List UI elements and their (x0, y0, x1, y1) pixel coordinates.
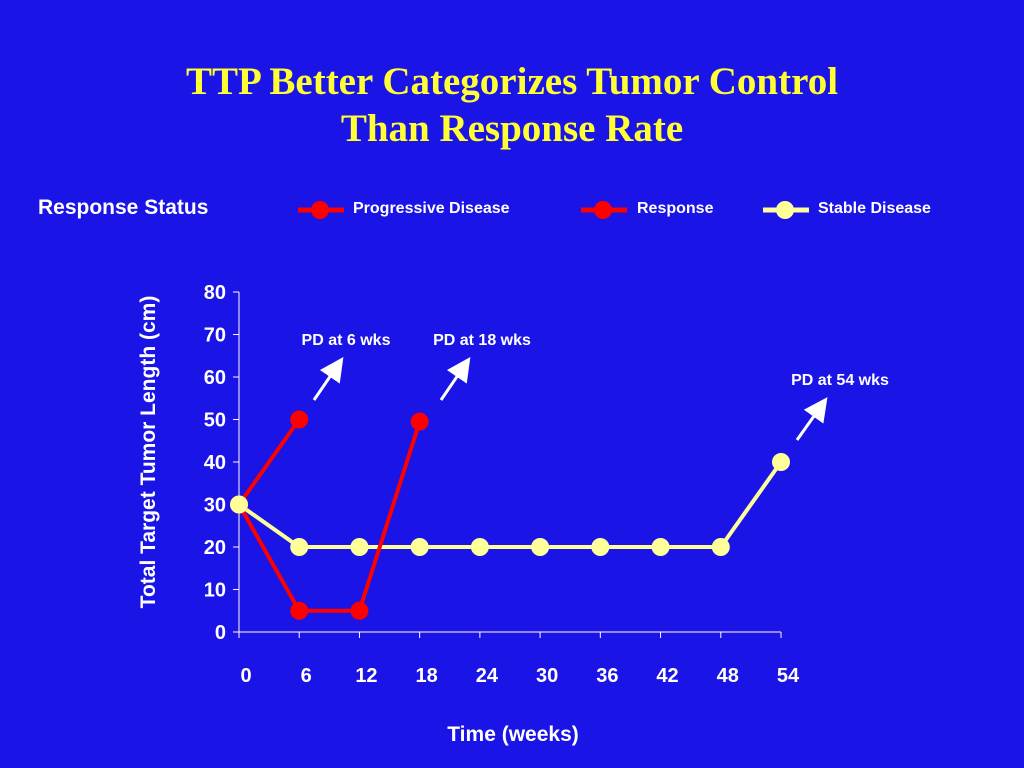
legend-label-progressive-disease: Progressive Disease (353, 200, 510, 217)
legend-swatch-stable-disease (763, 201, 809, 219)
data-point (410, 412, 429, 431)
annotation-label: PD at 6 wks (302, 332, 391, 349)
y-tick-label: 0 (215, 622, 226, 644)
x-tick-label: 24 (476, 665, 499, 687)
y-tick-label: 40 (204, 452, 226, 474)
y-axis-label: Total Target Tumor Length (cm) (137, 296, 160, 609)
data-point (711, 538, 730, 556)
legend-swatch-progressive-disease (298, 201, 344, 219)
y-tick-label: 70 (204, 325, 226, 347)
legend-swatch-response (581, 201, 627, 219)
data-point (290, 601, 309, 620)
x-tick-label: 36 (596, 665, 618, 687)
annotation-arrow (439, 357, 471, 401)
series-line (237, 460, 783, 549)
series-line (237, 418, 301, 506)
y-tick-label: 80 (204, 282, 226, 304)
data-point (651, 538, 670, 556)
slide-title: TTP Better Categorizes Tumor Control Tha… (0, 58, 1024, 152)
x-tick-label: 54 (777, 665, 800, 687)
x-tick-label: 18 (416, 665, 438, 687)
annotation-label: PD at 54 wks (791, 372, 889, 389)
data-point (410, 538, 429, 556)
x-axis-label: Time (weeks) (447, 723, 579, 746)
data-point (230, 495, 248, 514)
data-point (591, 538, 610, 556)
y-tick-label: 50 (204, 410, 226, 432)
x-tick-label: 0 (240, 665, 251, 687)
y-tick-label: 20 (204, 537, 226, 559)
data-point (531, 538, 550, 556)
annotation-arrow (795, 397, 828, 441)
legend-heading: Response Status (38, 196, 209, 219)
data-point (290, 538, 309, 556)
y-tick-label: 60 (204, 367, 226, 389)
data-point (350, 538, 369, 556)
y-tick-label: 30 (204, 495, 226, 517)
series-line (237, 421, 422, 613)
y-tick-label: 10 (204, 580, 226, 602)
x-tick-label: 6 (301, 665, 312, 687)
data-point (350, 601, 369, 620)
annotation-label: PD at 18 wks (433, 332, 531, 349)
annotation-arrow (312, 357, 344, 401)
legend-label-stable-disease: Stable Disease (818, 200, 931, 217)
x-tick-label: 12 (355, 665, 377, 687)
title-line-2: Than Response Rate (340, 107, 684, 150)
data-point (290, 410, 309, 429)
title-line-1: TTP Better Categorizes Tumor Control (185, 60, 839, 103)
legend-label-response: Response (637, 200, 714, 217)
data-point (772, 453, 790, 471)
x-tick-label: 42 (656, 665, 678, 687)
x-tick-label: 30 (536, 665, 558, 687)
x-tick-label: 48 (717, 665, 739, 687)
data-point (470, 538, 489, 556)
